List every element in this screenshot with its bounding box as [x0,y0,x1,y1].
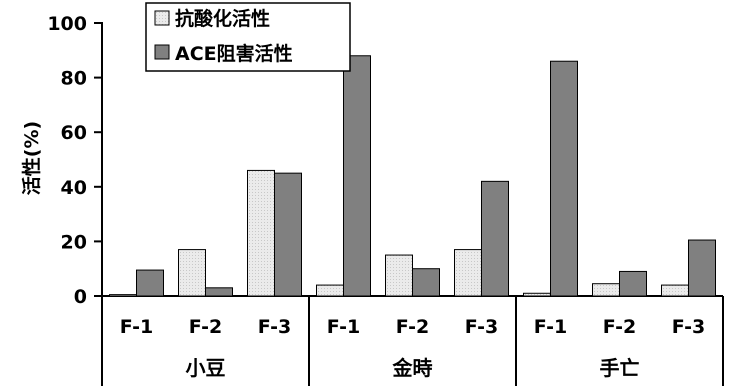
y-tick-label: 80 [61,68,87,90]
bar-antioxidant-1 [109,294,137,297]
bar-antioxidant-3 [247,169,275,297]
bar-antioxidant-7 [523,292,551,297]
bar-ace-2 [205,287,233,297]
bar-ace-6 [481,180,509,297]
x-tick-label: F-2 [396,316,430,338]
legend-box [145,2,351,72]
bar-ace-1 [136,269,164,297]
legend-label-antioxidant: 抗酸化活性 [175,7,270,30]
y-tick-label: 20 [61,231,87,253]
y-tick-label: 40 [61,177,87,199]
bar-antioxidant-9 [661,284,689,297]
x-tick-label: F-3 [465,316,499,338]
x-tick-label: F-2 [189,316,223,338]
bar-antioxidant-5 [385,254,413,297]
legend-swatch-ace [154,44,170,60]
bar-antioxidant-8 [592,283,620,297]
bar-ace-8 [619,270,647,297]
bar-ace-5 [412,268,440,297]
bar-ace-3 [274,172,302,297]
bar-ace-7 [550,60,578,297]
legend-label-ace: ACE阻害活性 [175,42,293,65]
y-tick-label: 0 [74,286,87,308]
bar-ace-9 [688,239,716,297]
group-label: 金時 [392,356,433,380]
x-tick-label: F-1 [120,316,154,338]
bar-ace-4 [343,55,371,297]
x-tick-label: F-3 [258,316,292,338]
x-tick-label: F-3 [672,316,706,338]
bar-antioxidant-2 [178,249,206,297]
y-tick-label: 100 [47,13,87,35]
group-label: 手亡 [600,356,640,380]
x-tick-label: F-1 [327,316,361,338]
y-tick-label: 60 [61,122,87,144]
legend-swatch-antioxidant [154,10,170,26]
x-tick-label: F-1 [534,316,568,338]
group-label: 小豆 [186,356,226,380]
bar-antioxidant-4 [316,284,344,297]
y-axis-label: 活性(%) [20,121,43,195]
x-tick-label: F-2 [603,316,637,338]
bar-antioxidant-6 [454,249,482,297]
legend: 抗酸化活性 ACE阻害活性 [145,2,351,72]
